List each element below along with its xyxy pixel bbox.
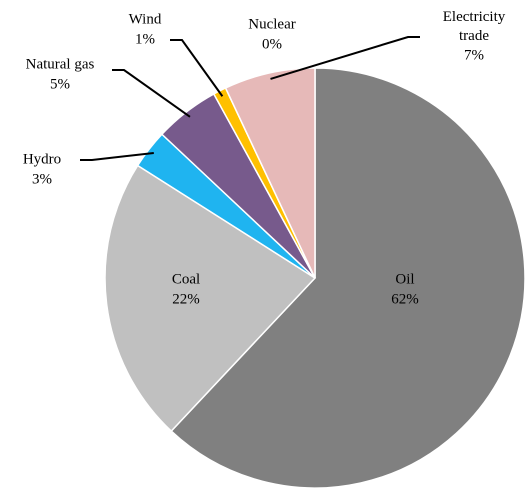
slice-label: Nuclear xyxy=(248,16,295,32)
slice-value-label: 62% xyxy=(391,291,419,307)
slice-value-label: 0% xyxy=(262,36,282,52)
pie-slice xyxy=(224,67,316,279)
slice-value-label: 3% xyxy=(32,171,52,187)
slice-label: Natural gas xyxy=(26,56,95,72)
leader-line xyxy=(112,69,191,118)
leader-line xyxy=(270,36,420,80)
leader-line xyxy=(80,151,154,161)
pie-slice xyxy=(104,164,317,433)
slice-label: Oil xyxy=(395,271,414,287)
slice-label: Wind xyxy=(129,11,162,27)
slice-value-label: 5% xyxy=(50,76,70,92)
slice-value-label: 7% xyxy=(464,47,484,63)
slice-label: Coal xyxy=(172,271,200,287)
slice-value-label: 22% xyxy=(172,291,200,307)
leader-line xyxy=(170,39,224,97)
slice-value-label: 1% xyxy=(135,31,155,47)
slice-label: Hydro xyxy=(23,151,61,167)
pie-slice xyxy=(170,67,526,489)
slice-label: Electricity trade xyxy=(443,9,506,44)
